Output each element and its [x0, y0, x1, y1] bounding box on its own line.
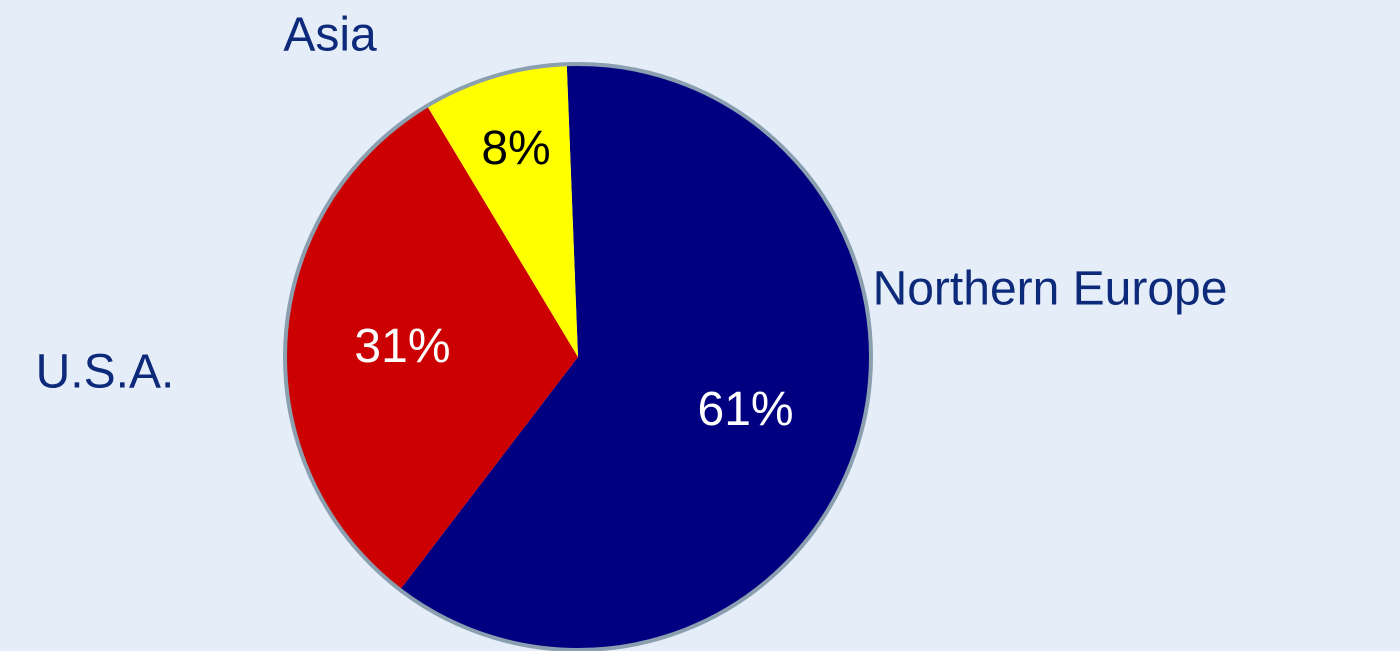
pie-border [283, 62, 873, 651]
category-label: Northern Europe [873, 263, 1228, 316]
category-label: Asia [283, 9, 377, 62]
pie-slice [427, 64, 578, 357]
value-label: 8% [481, 122, 550, 175]
value-label: 31% [354, 320, 450, 373]
pie-slice [284, 105, 578, 590]
value-label: 61% [698, 383, 794, 436]
category-label: U.S.A. [36, 346, 175, 399]
pie-slice [400, 63, 872, 651]
